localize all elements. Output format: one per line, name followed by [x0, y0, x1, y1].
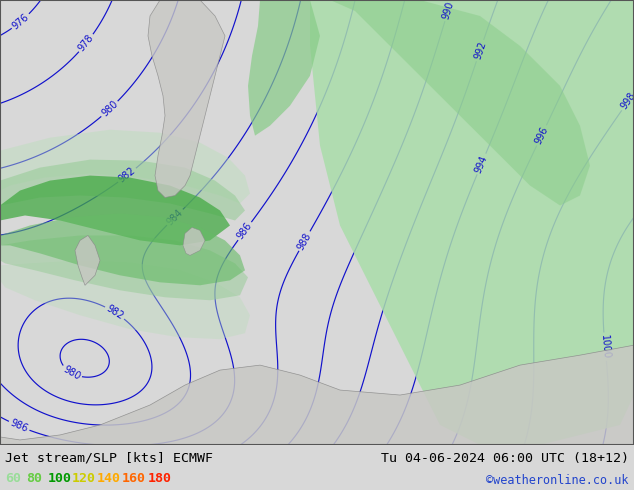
Text: 982: 982: [117, 166, 138, 185]
Text: 976: 976: [10, 12, 31, 31]
Text: 100: 100: [48, 472, 72, 485]
Text: 140: 140: [97, 472, 121, 485]
Text: 1000: 1000: [599, 334, 611, 359]
Text: 978: 978: [77, 33, 96, 53]
Text: 986: 986: [235, 220, 254, 242]
Text: 60: 60: [5, 472, 21, 485]
Text: 982: 982: [105, 303, 126, 321]
Text: Jet stream/SLP [kts] ECMWF: Jet stream/SLP [kts] ECMWF: [5, 452, 213, 465]
Text: 988: 988: [295, 231, 313, 251]
Polygon shape: [0, 235, 248, 300]
Text: 984: 984: [165, 207, 185, 227]
Polygon shape: [0, 160, 245, 220]
Text: ©weatheronline.co.uk: ©weatheronline.co.uk: [486, 474, 629, 487]
Text: Tu 04-06-2024 06:00 UTC (18+12): Tu 04-06-2024 06:00 UTC (18+12): [381, 452, 629, 465]
Text: 120: 120: [72, 472, 96, 485]
Text: 990: 990: [441, 0, 456, 21]
Polygon shape: [248, 0, 320, 136]
Text: 980: 980: [100, 99, 120, 119]
Polygon shape: [183, 227, 205, 255]
Text: 180: 180: [148, 472, 172, 485]
Polygon shape: [0, 260, 250, 339]
Text: 994: 994: [474, 153, 489, 174]
Text: 992: 992: [472, 40, 488, 61]
Text: 80: 80: [26, 472, 42, 485]
Polygon shape: [75, 235, 100, 285]
Polygon shape: [0, 214, 245, 285]
Polygon shape: [330, 0, 590, 205]
Polygon shape: [0, 175, 230, 245]
Polygon shape: [148, 0, 225, 197]
Text: 160: 160: [122, 472, 146, 485]
Polygon shape: [310, 0, 634, 445]
Text: 986: 986: [9, 418, 30, 434]
Text: 998: 998: [619, 91, 634, 112]
Polygon shape: [0, 130, 250, 203]
Polygon shape: [0, 345, 634, 445]
Text: 980: 980: [61, 364, 82, 382]
Text: 996: 996: [533, 125, 550, 146]
